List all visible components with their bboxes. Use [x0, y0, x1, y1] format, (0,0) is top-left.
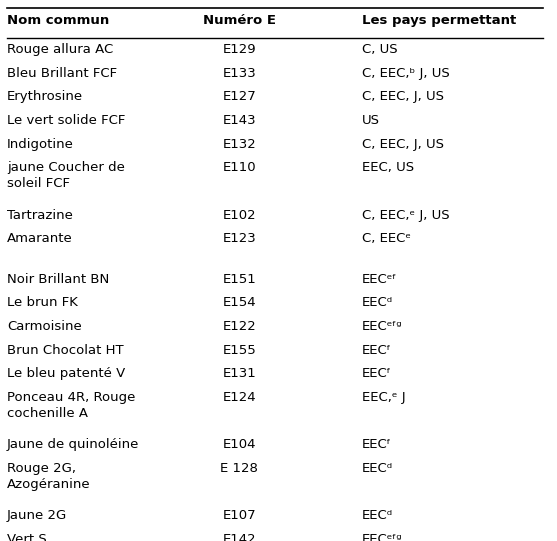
Text: Le brun FK: Le brun FK — [7, 296, 78, 309]
Text: Noir Brillant BN: Noir Brillant BN — [7, 273, 109, 286]
Text: Amarante: Amarante — [7, 232, 72, 245]
Text: Rouge allura AC: Rouge allura AC — [7, 43, 113, 56]
Text: E124: E124 — [222, 391, 256, 404]
Text: EEC,ᵉ J: EEC,ᵉ J — [362, 391, 406, 404]
Text: EECᵉᶠᵍ: EECᵉᶠᵍ — [362, 532, 403, 541]
Text: EECᶠ: EECᶠ — [362, 438, 392, 451]
Text: EECᵈ: EECᵈ — [362, 509, 393, 522]
Text: Bleu Brillant FCF: Bleu Brillant FCF — [7, 67, 117, 80]
Text: Indigotine: Indigotine — [7, 138, 74, 151]
Text: E123: E123 — [222, 232, 256, 245]
Text: E110: E110 — [222, 161, 256, 174]
Text: Numéro E: Numéro E — [203, 14, 276, 27]
Text: jaune Coucher de
soleil FCF: jaune Coucher de soleil FCF — [7, 161, 125, 190]
Text: E 128: E 128 — [220, 461, 258, 474]
Text: E102: E102 — [222, 209, 256, 222]
Text: C, EECᵉ: C, EECᵉ — [362, 232, 411, 245]
Text: EECᵉᶠᵍ: EECᵉᶠᵍ — [362, 320, 403, 333]
Text: E151: E151 — [222, 273, 256, 286]
Text: Le bleu patenté V: Le bleu patenté V — [7, 367, 125, 380]
Text: Carmoisine: Carmoisine — [7, 320, 82, 333]
Text: C, EEC,ᵉ J, US: C, EEC,ᵉ J, US — [362, 209, 450, 222]
Text: Jaune 2G: Jaune 2G — [7, 509, 67, 522]
Text: E133: E133 — [222, 67, 256, 80]
Text: E104: E104 — [222, 438, 256, 451]
Text: E127: E127 — [222, 90, 256, 103]
Text: C, EEC, J, US: C, EEC, J, US — [362, 138, 444, 151]
Text: Ponceau 4R, Rouge
cochenille A: Ponceau 4R, Rouge cochenille A — [7, 391, 135, 420]
Text: Brun Chocolat HT: Brun Chocolat HT — [7, 344, 124, 357]
Text: C, EEC, J, US: C, EEC, J, US — [362, 90, 444, 103]
Text: C, EEC,ᵇ J, US: C, EEC,ᵇ J, US — [362, 67, 450, 80]
Text: Nom commun: Nom commun — [7, 14, 109, 27]
Text: E143: E143 — [222, 114, 256, 127]
Text: EECᵈ: EECᵈ — [362, 296, 393, 309]
Text: Le vert solide FCF: Le vert solide FCF — [7, 114, 125, 127]
Text: EEC, US: EEC, US — [362, 161, 414, 174]
Text: EECᶠ: EECᶠ — [362, 344, 392, 357]
Text: E142: E142 — [222, 532, 256, 541]
Text: EECᵉᶠ: EECᵉᶠ — [362, 273, 398, 286]
Text: US: US — [362, 114, 380, 127]
Text: E155: E155 — [222, 344, 256, 357]
Text: Rouge 2G,
Azogéranine: Rouge 2G, Azogéranine — [7, 461, 90, 491]
Text: Jaune de quinoléine: Jaune de quinoléine — [7, 438, 139, 451]
Text: EECᵈ: EECᵈ — [362, 461, 393, 474]
Text: E122: E122 — [222, 320, 256, 333]
Text: E154: E154 — [222, 296, 256, 309]
Text: Vert S: Vert S — [7, 532, 47, 541]
Text: Tartrazine: Tartrazine — [7, 209, 73, 222]
Text: EECᶠ: EECᶠ — [362, 367, 392, 380]
Text: E132: E132 — [222, 138, 256, 151]
Text: E129: E129 — [222, 43, 256, 56]
Text: E131: E131 — [222, 367, 256, 380]
Text: Les pays permettant: Les pays permettant — [362, 14, 516, 27]
Text: C, US: C, US — [362, 43, 398, 56]
Text: Erythrosine: Erythrosine — [7, 90, 83, 103]
Text: E107: E107 — [222, 509, 256, 522]
